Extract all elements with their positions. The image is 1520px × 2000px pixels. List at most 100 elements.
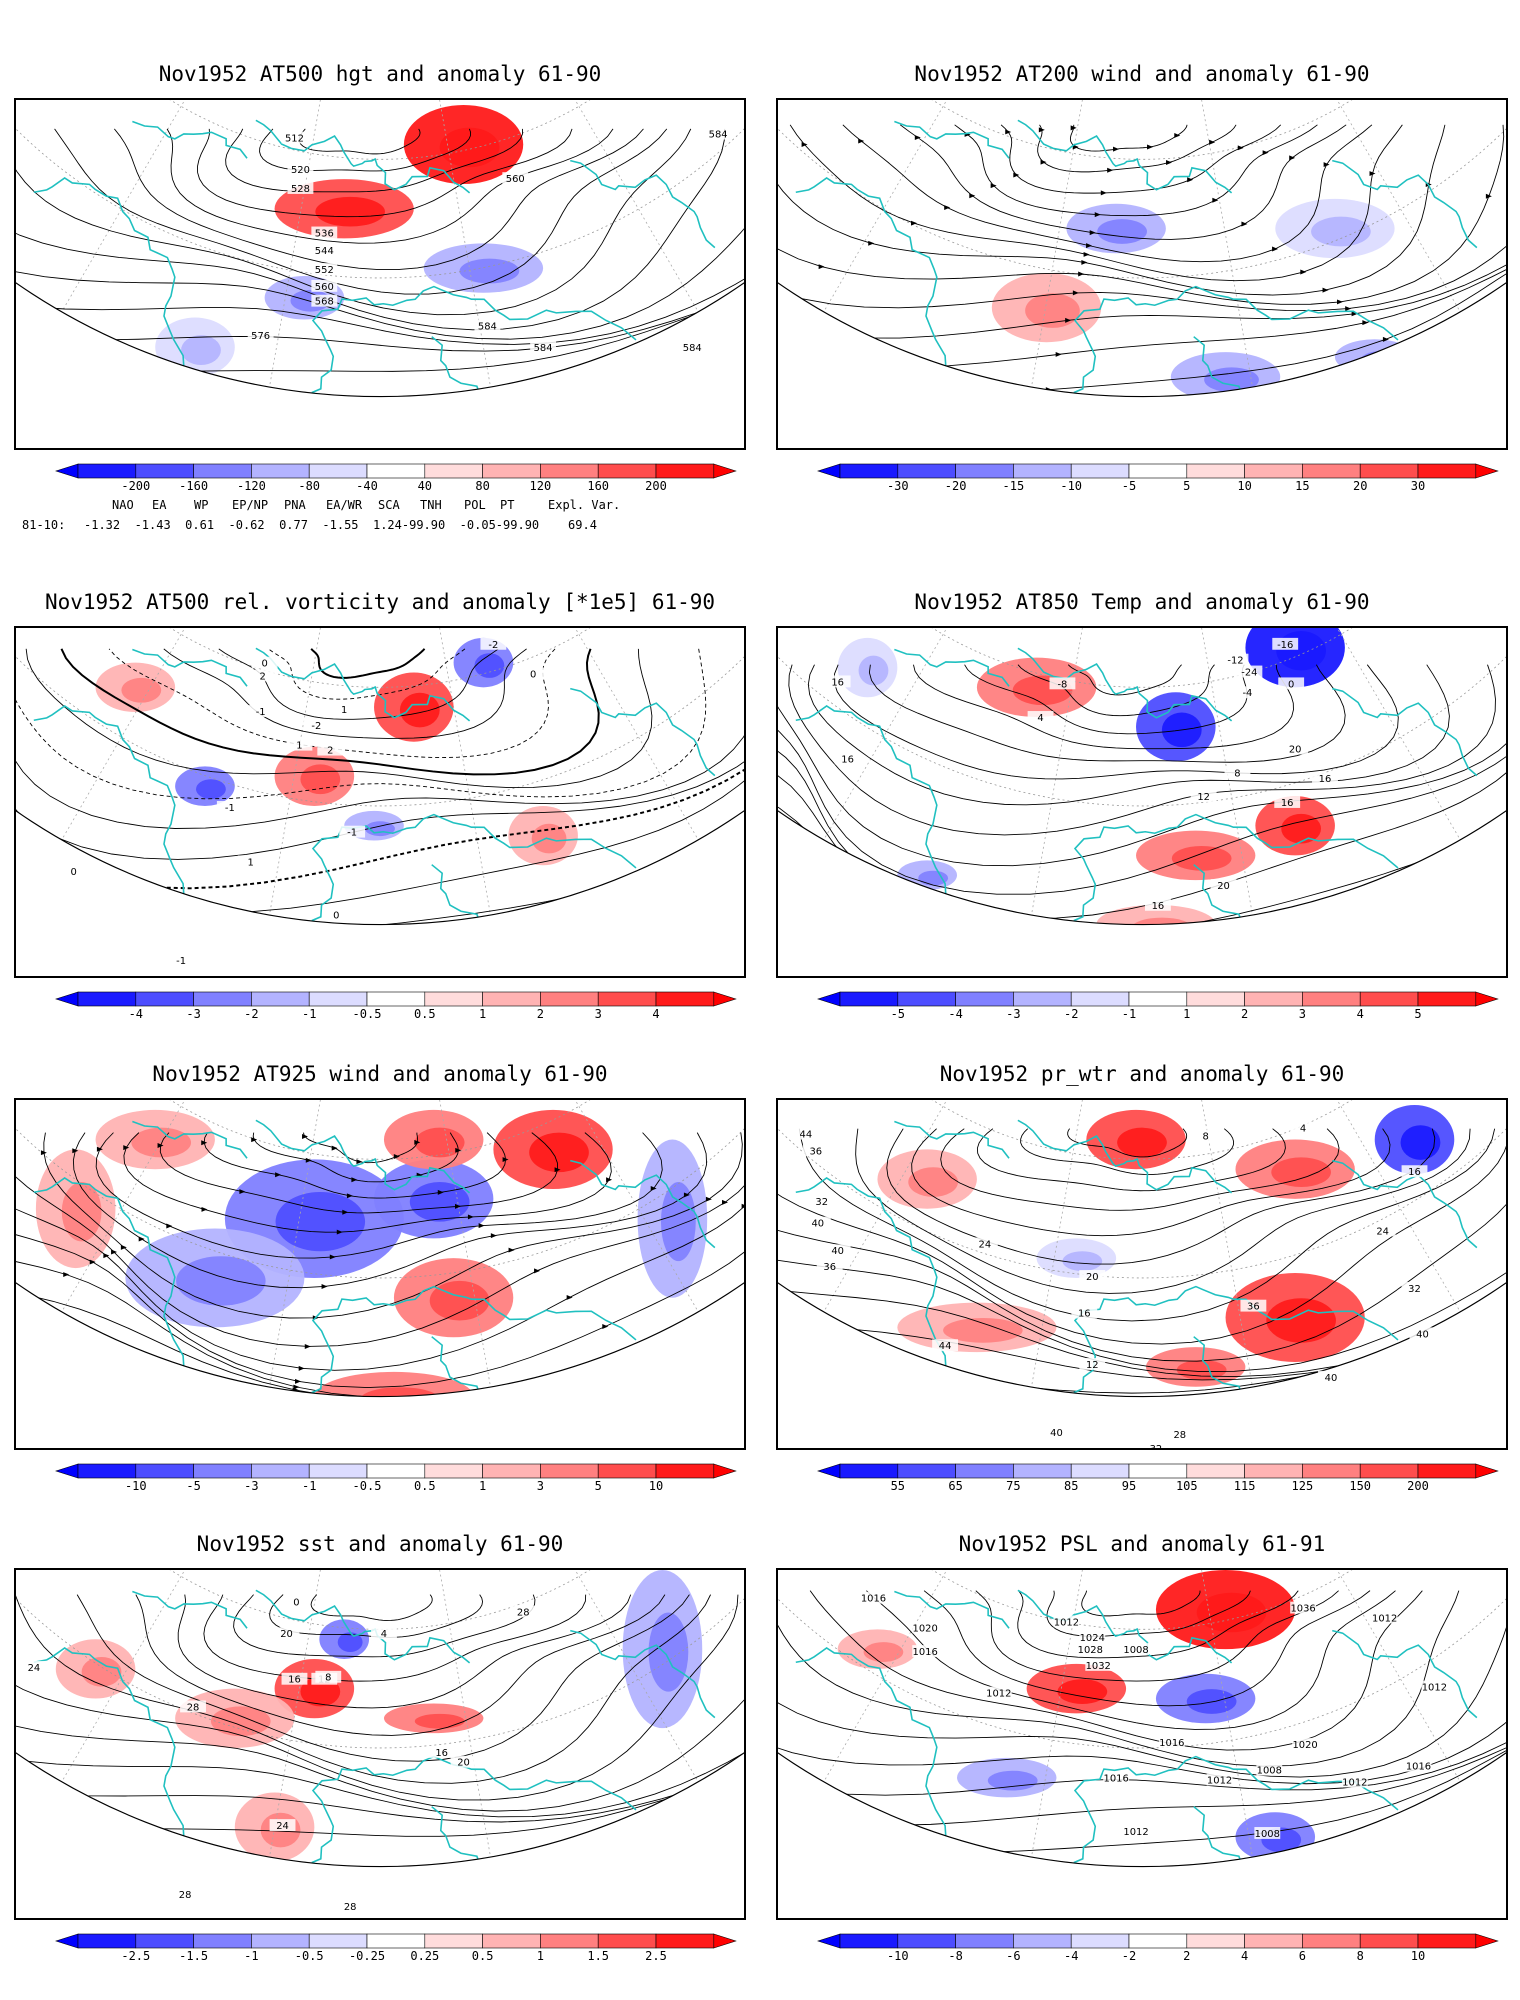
streamline-arrow	[329, 1254, 336, 1260]
colorbar-tick-label: 1	[479, 1479, 486, 1491]
anomaly-core	[660, 1182, 696, 1262]
colorbar-tick-label: -6	[1006, 1949, 1020, 1961]
contour-label: 560	[315, 282, 334, 293]
coastline	[1332, 159, 1478, 249]
contour-label: 1016	[1159, 1738, 1184, 1749]
panel-z500: Nov1952 AT500 hgt and anomaly 61-90 512 52…	[14, 62, 746, 562]
contour-label-bg	[971, 1237, 998, 1250]
streamline-arrow	[201, 1140, 208, 1146]
coastline	[1017, 1119, 1233, 1194]
contour-label-bg	[331, 703, 358, 715]
colorbar-tick-label: 2	[1183, 1949, 1190, 1961]
streamline-arrow	[1037, 417, 1043, 422]
contour-label: 0	[1288, 679, 1294, 690]
contour-label: -1	[176, 956, 186, 967]
colorbar-tick-label: 10	[649, 1479, 663, 1491]
colorbar-tick-label: 2	[1241, 1007, 1248, 1019]
contour-label: 520	[291, 165, 310, 176]
colorbar-tick-label: -2	[244, 1007, 258, 1019]
polar-map: 2824282016128402428281620	[16, 1570, 744, 1913]
colorbar-segment	[193, 1463, 252, 1479]
contour-line	[798, 1128, 1496, 1322]
panel-title: Nov1952 sst and anomaly 61-90	[196, 1532, 564, 1556]
colorbar-tick-label: -2.5	[121, 1949, 150, 1961]
colorbar-segment	[251, 1933, 310, 1949]
contour-line	[778, 1590, 1506, 1796]
colorbar-tick-label: 1.5	[587, 1949, 609, 1961]
hemisphere-boundary	[16, 1752, 744, 1867]
colorbar-tick-label: 6	[1299, 1949, 1306, 1961]
streamline-arrow	[166, 1223, 173, 1229]
contour-line	[135, 1594, 666, 1736]
colorbar-tick-label: -15	[1003, 479, 1025, 491]
contour-label-bg	[311, 244, 338, 257]
colorbar-segment	[251, 1463, 310, 1479]
contour-line	[778, 1590, 1506, 1826]
contour-line	[807, 664, 1450, 806]
coastline	[311, 1755, 637, 1864]
contour-label: 40	[811, 1219, 824, 1230]
streamline-arrow	[969, 193, 976, 199]
colorbar-tick-label: -10	[1060, 479, 1082, 491]
contour-line	[114, 128, 644, 270]
meridian-line	[778, 1570, 1143, 1743]
contour-label-bg	[1224, 766, 1251, 779]
streamline-arrow	[722, 1199, 728, 1205]
contour-label-bg	[317, 743, 344, 756]
anomaly-core	[399, 692, 440, 728]
contour-label-bg	[1192, 1129, 1219, 1142]
polar-map: 16 16 -16 -12 -8 -4 0 4 8 12 16 20 20 16 16 -24	[778, 628, 1506, 925]
colorbar-tick-label: 3	[1299, 1007, 1306, 1019]
contour-label-bg	[1318, 1370, 1344, 1383]
map-frame: 512 520 528 536 544 552 560 568 576 584 584 584 584 5…	[14, 98, 746, 450]
colorbar-tick-label: 3	[537, 1479, 544, 1491]
streamline-arrow	[1323, 162, 1330, 168]
colorbar-segment	[897, 1933, 956, 1949]
contour-label-bg	[1371, 1611, 1398, 1624]
colorbar-arrow-left	[817, 991, 841, 1007]
contour-label-bg	[1409, 1327, 1436, 1340]
contour-label: -1	[256, 707, 266, 718]
colorbar-tick-label: 1	[1183, 1007, 1190, 1019]
index-header: Expl. Var.	[548, 498, 621, 512]
contour-line	[778, 1128, 1506, 1377]
hemisphere-boundary	[16, 810, 744, 925]
colorbar-tick-label: -0.5	[295, 1949, 324, 1961]
contour-label-bg	[428, 1745, 455, 1758]
contour-label: 32	[1150, 1444, 1163, 1448]
colorbar-tick-label: -0.5	[353, 1007, 382, 1019]
contour-label: 584	[683, 343, 702, 354]
streamline-arrow	[1209, 139, 1216, 145]
contour-line	[1081, 1590, 1201, 1617]
polar-map: 4436324040362420161284162432364028444036…	[778, 1100, 1506, 1448]
contour-label-bg	[808, 1194, 835, 1207]
hemisphere-boundary	[778, 1282, 1506, 1397]
streamline-arrow	[467, 1214, 474, 1220]
latitude-circle	[778, 100, 1506, 279]
streamline-arrow	[658, 1369, 665, 1375]
polar-map: 0 0 0 0 -1 -1 -1 1 1 2 -2 2 -2 1 -1	[16, 628, 744, 967]
latitude-circle	[16, 100, 744, 160]
latitude-circle	[778, 1100, 1506, 1279]
contour-label-bg	[180, 1700, 206, 1713]
contour-label-bg	[1166, 1428, 1193, 1441]
contour-line	[16, 648, 744, 914]
streamline-arrow	[911, 220, 917, 226]
colorbar-segment	[1186, 1463, 1245, 1479]
contour-label: 28	[1173, 1430, 1186, 1441]
coastline	[795, 1647, 976, 1867]
contour-label: 544	[315, 246, 334, 257]
streamline-arrow	[1237, 145, 1244, 151]
colorbar-tick-label: 30	[1411, 479, 1425, 491]
streamline-arrow	[1212, 197, 1219, 203]
streamline-arrow	[1415, 363, 1422, 369]
streamline-arrow	[454, 1203, 461, 1209]
colorbar-segment	[1244, 991, 1303, 1007]
streamline-arrow	[1147, 144, 1153, 150]
streamline-arrow	[21, 1291, 28, 1297]
coastline	[132, 1590, 248, 1629]
contour-label: 16	[435, 1748, 448, 1759]
hemisphere-boundary	[778, 810, 1506, 925]
contour-line	[1017, 1590, 1299, 1659]
colorbar-segment	[839, 991, 899, 1007]
